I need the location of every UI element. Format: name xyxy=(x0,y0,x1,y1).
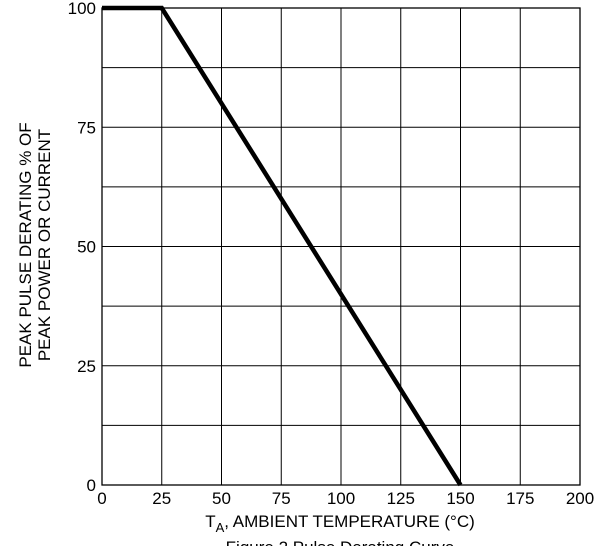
y-axis-title-line2: PEAK POWER OR CURRENT xyxy=(35,129,54,361)
x-tick-label: 200 xyxy=(566,489,594,508)
plot-frame xyxy=(101,7,581,486)
x-tick-label: 75 xyxy=(272,489,291,508)
grid-lines xyxy=(101,7,581,486)
y-tick-labels: 0 25 50 75 100 xyxy=(68,0,96,495)
y-tick-label: 75 xyxy=(77,118,96,137)
y-tick-label: 50 xyxy=(77,238,96,257)
x-tick-label: 0 xyxy=(97,489,106,508)
x-axis-title: TA, AMBIENT TEMPERATURE (°C) xyxy=(205,512,475,535)
x-tick-label: 50 xyxy=(212,489,231,508)
x-tick-label: 125 xyxy=(387,489,415,508)
x-tick-labels: 0 25 50 75 100 125 150 175 200 xyxy=(97,489,594,508)
y-tick-label: 0 xyxy=(87,476,96,495)
figure-caption: Figure 2 Pulse Derating Curve xyxy=(226,538,455,546)
y-tick-label: 25 xyxy=(77,357,96,376)
x-tick-label: 100 xyxy=(327,489,355,508)
x-tick-label: 175 xyxy=(506,489,534,508)
figure-caption-clip: Figure 2 Pulse Derating Curve xyxy=(226,538,455,546)
x-tick-label: 150 xyxy=(446,489,474,508)
x-tick-label: 25 xyxy=(152,489,171,508)
y-axis-title-line1: PEAK PULSE DERATING % OF xyxy=(16,122,35,367)
y-tick-label: 100 xyxy=(68,0,96,18)
derating-curve xyxy=(102,5,463,487)
